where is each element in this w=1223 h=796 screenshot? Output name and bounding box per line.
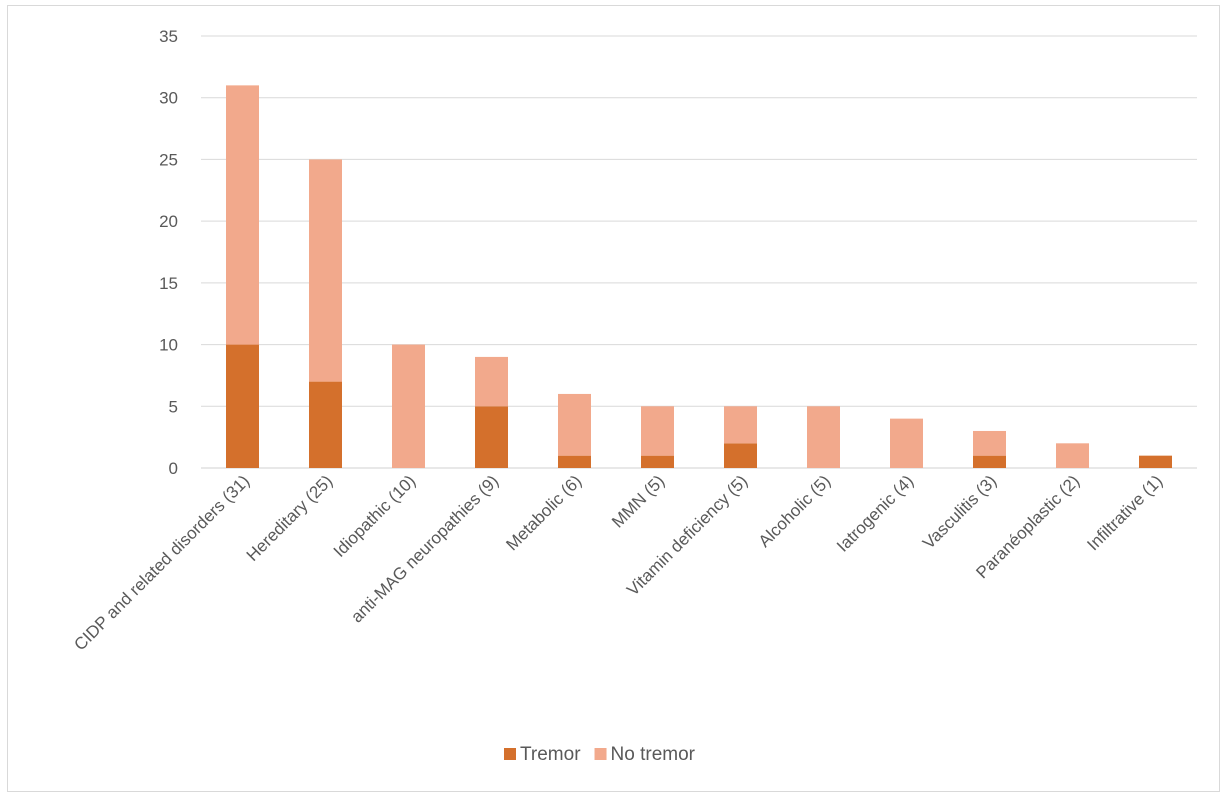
x-category-label: Alcoholic (5) (755, 471, 835, 551)
bar-tremor-5 (641, 455, 674, 468)
x-category-label: MMN (5) (608, 471, 668, 531)
legend-swatch-no-tremor (594, 748, 607, 760)
x-category-label: CIDP and related disorders (31) (70, 471, 253, 654)
bar-tremor-1 (309, 381, 342, 468)
y-tick-label: 35 (159, 27, 178, 46)
y-tick-label: 10 (159, 336, 178, 355)
legend-label-tremor: Tremor (520, 744, 581, 765)
x-category-label: Iatrogenic (4) (833, 471, 917, 555)
bar-no-tremor-10 (1056, 443, 1089, 468)
bar-tremor-11 (1139, 455, 1172, 468)
x-category-label: Idiopathic (10) (330, 471, 420, 561)
legend-label-no-tremor: No tremor (611, 744, 696, 765)
bar-tremor-0 (226, 344, 259, 468)
x-category-label: Metabolic (6) (502, 471, 585, 554)
bars (226, 85, 1172, 468)
x-axis-labels: CIDP and related disorders (31)Hereditar… (70, 471, 1166, 654)
y-tick-label: 15 (159, 274, 178, 293)
bar-tremor-9 (973, 455, 1006, 468)
legend: Tremor No tremor (504, 744, 696, 765)
y-tick-label: 20 (159, 212, 178, 231)
bar-no-tremor-9 (973, 430, 1006, 456)
y-tick-label: 0 (169, 459, 178, 478)
x-category-label: Vasculitis (3) (919, 471, 1000, 552)
bar-tremor-3 (475, 406, 508, 468)
y-axis-ticks: 0 5 10 15 20 25 30 35 (159, 27, 178, 478)
x-category-label: anti-MAG neuropathies (9) (347, 471, 502, 626)
legend-swatch-tremor (504, 748, 516, 760)
bar-no-tremor-7 (807, 406, 840, 468)
y-tick-label: 5 (169, 397, 178, 416)
chart-frame (7, 5, 1220, 792)
bar-no-tremor-3 (475, 356, 508, 407)
x-category-label: Hereditary (25) (243, 471, 337, 565)
bar-no-tremor-1 (309, 159, 342, 382)
y-tick-label: 25 (159, 150, 178, 169)
y-tick-label: 30 (159, 89, 178, 108)
bar-no-tremor-2 (392, 344, 425, 468)
bar-no-tremor-8 (890, 418, 923, 468)
bar-no-tremor-0 (226, 85, 259, 345)
bar-no-tremor-4 (558, 393, 591, 456)
x-category-label: Infiltrative (1) (1083, 471, 1166, 554)
gridlines (201, 35, 1197, 469)
bar-tremor-4 (558, 455, 591, 468)
bar-tremor-6 (724, 443, 757, 468)
bar-no-tremor-6 (724, 406, 757, 444)
bar-no-tremor-5 (641, 406, 674, 456)
